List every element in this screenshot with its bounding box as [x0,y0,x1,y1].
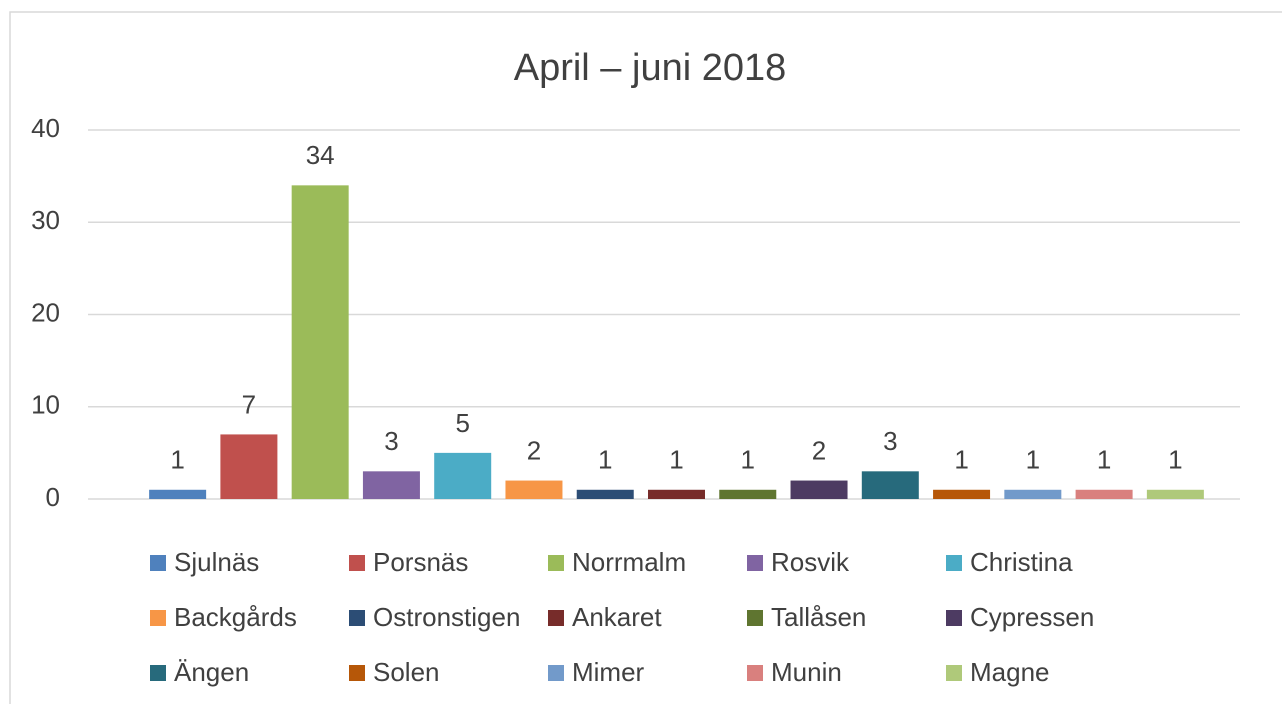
legend-label: Norrmalm [572,547,686,577]
data-label: 7 [242,389,256,419]
legend-label: Rosvik [771,547,850,577]
data-label: 2 [812,435,826,465]
y-tick-label: 40 [31,113,60,143]
legend-swatch [747,610,763,626]
y-tick-label: 20 [31,297,60,327]
bar [505,480,563,499]
legend-swatch [349,555,365,571]
data-label: 1 [741,445,755,475]
legend-label: Porsnäs [373,547,468,577]
legend-swatch [946,610,962,626]
legend-label: Solen [373,657,440,687]
data-label: 1 [954,445,968,475]
data-label: 1 [598,445,612,475]
legend-label: Backgårds [174,602,297,632]
legend-swatch [349,610,365,626]
data-label: 3 [883,426,897,456]
legend-label: Sjulnäs [174,547,259,577]
y-tick-label: 0 [46,482,60,512]
data-label: 2 [527,435,541,465]
bar [362,471,420,499]
legend-swatch [747,665,763,681]
bar [933,489,991,499]
bar [434,452,492,499]
bar [1146,489,1204,499]
data-label: 1 [1168,445,1182,475]
legend-swatch [747,555,763,571]
data-label: 5 [455,408,469,438]
legend-label: Magne [970,657,1050,687]
bar [719,489,777,499]
legend-swatch [946,665,962,681]
bar [149,489,207,499]
chart-title: April – juni 2018 [514,47,787,89]
bar [790,480,848,499]
legend-swatch [946,555,962,571]
legend-label: Ängen [174,657,249,687]
bar [576,489,634,499]
legend-swatch [150,555,166,571]
data-label: 1 [1097,445,1111,475]
bar [220,434,278,499]
legend-swatch [548,610,564,626]
bar [291,185,349,499]
legend-swatch [150,610,166,626]
legend-swatch [150,665,166,681]
data-label: 1 [669,445,683,475]
legend-label: Mimer [572,657,645,687]
data-label: 1 [1026,445,1040,475]
data-label: 3 [384,426,398,456]
bar [861,471,919,499]
y-tick-label: 30 [31,205,60,235]
legend-swatch [548,555,564,571]
legend-swatch [349,665,365,681]
data-label: 1 [170,445,184,475]
legend-label: Ostronstigen [373,602,520,632]
chart-border [9,11,1282,704]
legend-label: Munin [771,657,842,687]
legend-label: Ankaret [572,602,662,632]
bar [1075,489,1133,499]
legend-label: Cypressen [970,602,1094,632]
data-label: 34 [306,140,335,170]
legend-label: Tallåsen [771,602,866,632]
bar [648,489,705,499]
legend-label: Christina [970,547,1073,577]
bar [1004,489,1062,499]
y-tick-label: 10 [31,390,60,420]
legend-swatch [548,665,564,681]
